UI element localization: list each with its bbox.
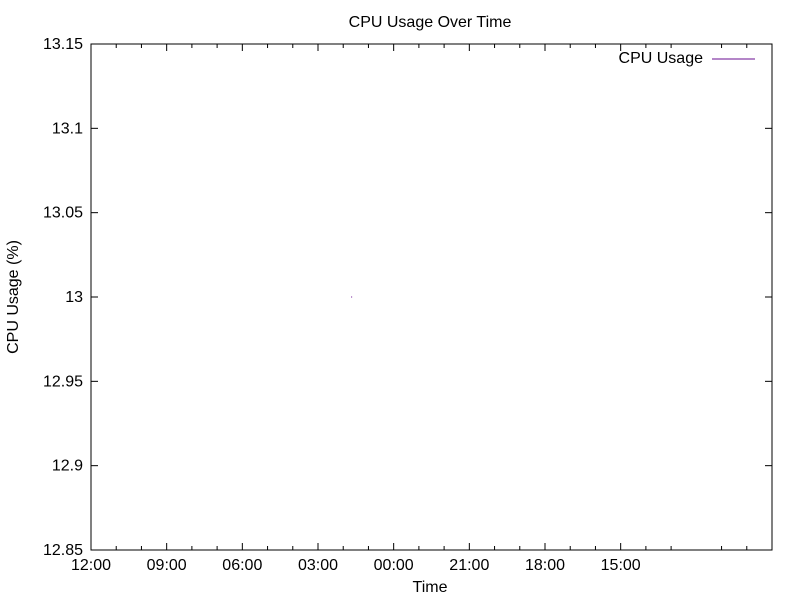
- y-axis-title: CPU Usage (%): [5, 240, 22, 354]
- y-tick-label: 13.05: [43, 205, 83, 222]
- y-tick-label: 12.85: [43, 542, 83, 559]
- legend: CPU Usage: [619, 50, 755, 67]
- x-tick-label: 06:00: [222, 557, 262, 574]
- x-tick-label: 09:00: [147, 557, 187, 574]
- data-point: [351, 296, 353, 298]
- y-tick-label: 13.1: [52, 120, 83, 137]
- chart-title: CPU Usage Over Time: [349, 14, 512, 31]
- x-axis-ticks: 12:00 09:00 06:00 03:00 00:00 21:00 18:00 15:00: [71, 44, 748, 574]
- x-tick-label: 15:00: [601, 557, 641, 574]
- y-tick-label: 13.15: [43, 36, 83, 53]
- legend-label: CPU Usage: [619, 50, 704, 67]
- x-tick-label: 21:00: [449, 557, 489, 574]
- x-tick-label: 03:00: [298, 557, 338, 574]
- y-tick-label: 13: [65, 289, 83, 306]
- x-tick-label: 12:00: [71, 557, 111, 574]
- y-tick-label: 12.95: [43, 373, 83, 390]
- series-layer: [351, 296, 353, 298]
- y-axis-ticks: 13.15 13.1 13.05 13 12.95 12.9 12.85: [43, 36, 772, 559]
- plot-area-border: [90, 43, 773, 551]
- x-axis-title: Time: [413, 579, 448, 596]
- x-tick-label: 18:00: [525, 557, 565, 574]
- x-tick-label: 00:00: [374, 557, 414, 574]
- y-tick-label: 12.9: [52, 458, 83, 475]
